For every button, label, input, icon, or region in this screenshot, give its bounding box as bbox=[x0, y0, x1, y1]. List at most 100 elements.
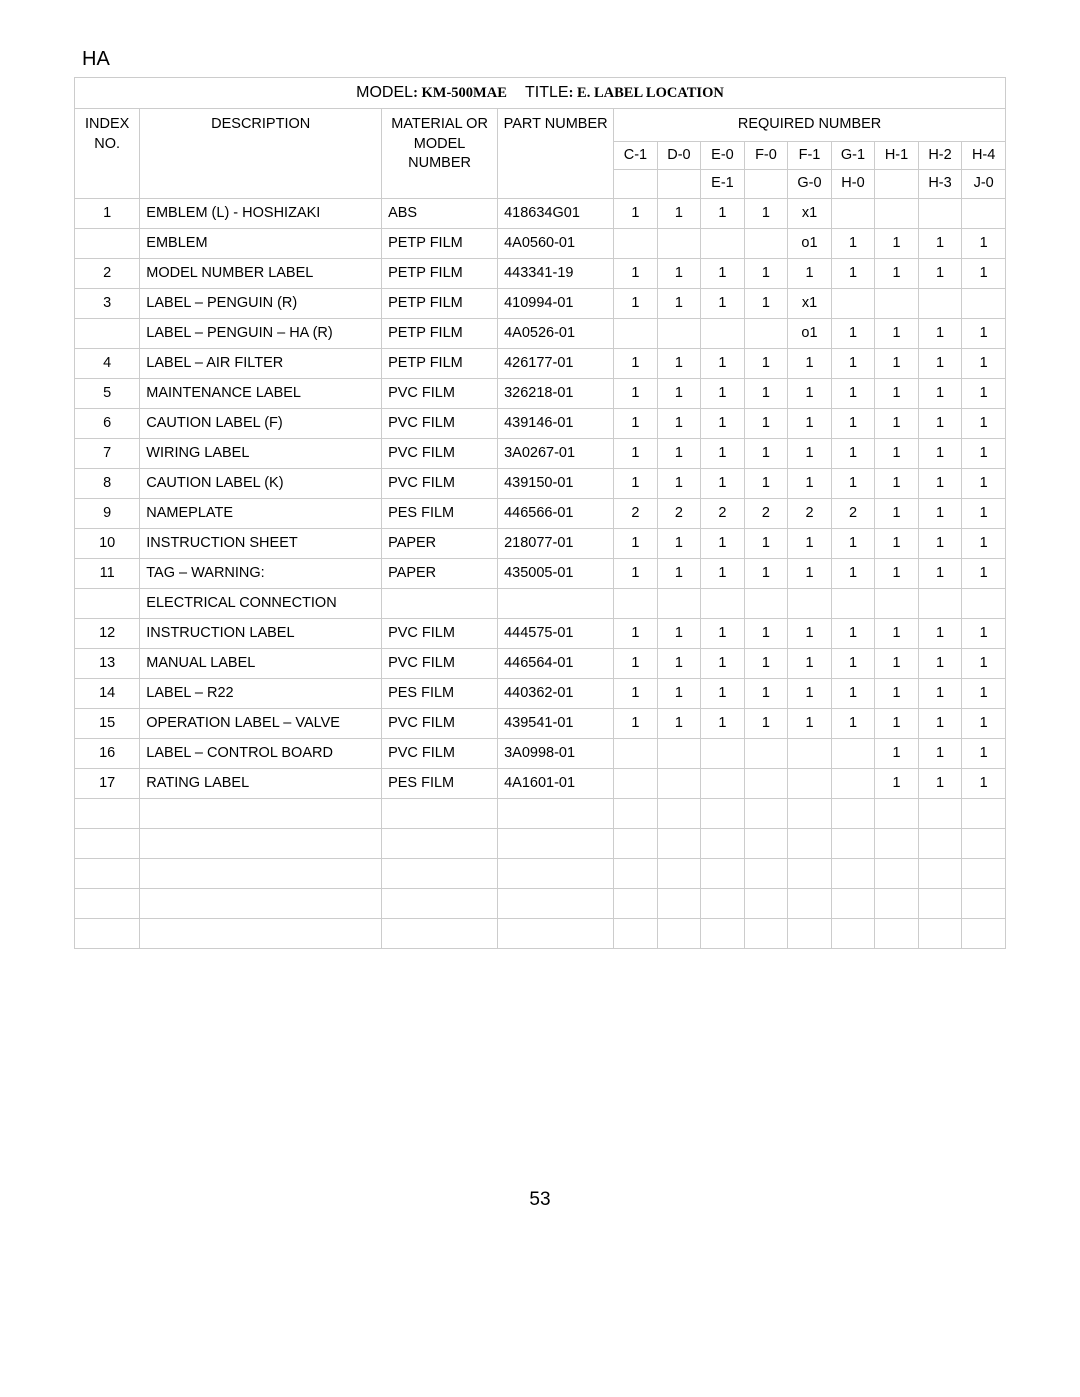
cell-qty: 1 bbox=[657, 198, 701, 228]
cell-qty: 1 bbox=[918, 618, 962, 648]
qty-col-head bbox=[657, 170, 701, 199]
cell-qty: 1 bbox=[744, 468, 788, 498]
cell-qty: 1 bbox=[701, 648, 745, 678]
cell-qty: 1 bbox=[657, 678, 701, 708]
cell-description: LABEL – R22 bbox=[140, 678, 382, 708]
page: HA MODEL: KM-500MAE TITLE: E. LABEL LOCA… bbox=[0, 0, 1080, 1211]
cell-qty: 1 bbox=[701, 708, 745, 738]
cell-qty bbox=[788, 738, 832, 768]
cell-qty bbox=[657, 228, 701, 258]
qty-col-head: F-0 bbox=[744, 141, 788, 170]
cell-qty: 1 bbox=[701, 468, 745, 498]
cell-qty bbox=[614, 318, 658, 348]
qty-col-head: G-1 bbox=[831, 141, 875, 170]
cell-qty bbox=[788, 588, 832, 618]
col-description: DESCRIPTION bbox=[140, 109, 382, 199]
cell-qty: 2 bbox=[831, 498, 875, 528]
cell-index: 1 bbox=[75, 198, 140, 228]
table-row: 9NAMEPLATEPES FILM446566-01222222111 bbox=[75, 498, 1006, 528]
cell-qty: 1 bbox=[744, 378, 788, 408]
cell-qty bbox=[831, 288, 875, 318]
cell-index: 9 bbox=[75, 498, 140, 528]
cell-qty bbox=[831, 918, 875, 948]
cell-qty bbox=[918, 828, 962, 858]
table-row: 13MANUAL LABELPVC FILM446564-01111111111 bbox=[75, 648, 1006, 678]
cell-material: PVC FILM bbox=[382, 708, 498, 738]
cell-index: 2 bbox=[75, 258, 140, 288]
cell-qty bbox=[875, 858, 919, 888]
cell-qty: 1 bbox=[788, 258, 832, 288]
cell-description: TAG – WARNING: bbox=[140, 558, 382, 588]
cell-qty: 1 bbox=[657, 618, 701, 648]
cell-qty: 1 bbox=[962, 738, 1006, 768]
cell-qty: 1 bbox=[701, 528, 745, 558]
cell-description: MANUAL LABEL bbox=[140, 648, 382, 678]
cell-index: 10 bbox=[75, 528, 140, 558]
cell-qty bbox=[788, 858, 832, 888]
cell-qty bbox=[701, 828, 745, 858]
col-required: REQUIRED NUMBER bbox=[614, 109, 1006, 142]
cell-qty: 1 bbox=[918, 378, 962, 408]
cell-qty bbox=[744, 588, 788, 618]
cell-qty: 1 bbox=[962, 318, 1006, 348]
cell-material: PETP FILM bbox=[382, 228, 498, 258]
table-row: 14LABEL – R22PES FILM440362-01111111111 bbox=[75, 678, 1006, 708]
cell-index bbox=[75, 828, 140, 858]
cell-qty: 1 bbox=[962, 768, 1006, 798]
cell-index: 17 bbox=[75, 768, 140, 798]
cell-qty bbox=[614, 768, 658, 798]
cell-index bbox=[75, 228, 140, 258]
table-row: 4LABEL – AIR FILTERPETP FILM426177-01111… bbox=[75, 348, 1006, 378]
title-row: MODEL: KM-500MAE TITLE: E. LABEL LOCATIO… bbox=[75, 78, 1006, 109]
cell-qty bbox=[962, 588, 1006, 618]
cell-qty bbox=[831, 588, 875, 618]
header-tag: HA bbox=[82, 48, 1006, 71]
cell-qty: 1 bbox=[962, 678, 1006, 708]
cell-description: NAMEPLATE bbox=[140, 498, 382, 528]
cell-qty bbox=[744, 228, 788, 258]
cell-description: EMBLEM bbox=[140, 228, 382, 258]
qty-col-head: E-0 bbox=[701, 141, 745, 170]
cell-qty: 1 bbox=[788, 468, 832, 498]
cell-qty bbox=[962, 828, 1006, 858]
cell-qty: 1 bbox=[614, 618, 658, 648]
cell-qty bbox=[744, 318, 788, 348]
cell-qty: o1 bbox=[788, 318, 832, 348]
cell-qty bbox=[788, 918, 832, 948]
cell-part bbox=[498, 798, 614, 828]
cell-index bbox=[75, 318, 140, 348]
cell-qty: 1 bbox=[962, 228, 1006, 258]
cell-qty: 1 bbox=[875, 408, 919, 438]
cell-qty: 1 bbox=[918, 498, 962, 528]
cell-part: 443341-19 bbox=[498, 258, 614, 288]
cell-index: 11 bbox=[75, 558, 140, 588]
cell-qty: 1 bbox=[962, 648, 1006, 678]
cell-qty: 1 bbox=[744, 258, 788, 288]
cell-qty: 1 bbox=[875, 618, 919, 648]
cell-qty: 1 bbox=[701, 618, 745, 648]
cell-part: 3A0267-01 bbox=[498, 438, 614, 468]
cell-qty: 1 bbox=[614, 468, 658, 498]
cell-qty: 1 bbox=[875, 378, 919, 408]
qty-col-head: E-1 bbox=[701, 170, 745, 199]
cell-qty bbox=[701, 738, 745, 768]
cell-qty bbox=[744, 738, 788, 768]
qty-col-head: F-1 bbox=[788, 141, 832, 170]
cell-qty: 1 bbox=[701, 378, 745, 408]
cell-qty: 2 bbox=[657, 498, 701, 528]
cell-part: 435005-01 bbox=[498, 558, 614, 588]
cell-material: PVC FILM bbox=[382, 738, 498, 768]
cell-qty bbox=[614, 888, 658, 918]
table-row: 2MODEL NUMBER LABELPETP FILM443341-19111… bbox=[75, 258, 1006, 288]
cell-description: MODEL NUMBER LABEL bbox=[140, 258, 382, 288]
cell-qty: 1 bbox=[918, 258, 962, 288]
cell-qty bbox=[875, 288, 919, 318]
cell-qty: 1 bbox=[788, 348, 832, 378]
cell-index: 7 bbox=[75, 438, 140, 468]
cell-qty: 1 bbox=[831, 258, 875, 288]
parts-table: MODEL: KM-500MAE TITLE: E. LABEL LOCATIO… bbox=[74, 77, 1006, 949]
cell-material: PVC FILM bbox=[382, 438, 498, 468]
cell-qty bbox=[701, 918, 745, 948]
cell-qty: x1 bbox=[788, 288, 832, 318]
cell-part: 410994-01 bbox=[498, 288, 614, 318]
